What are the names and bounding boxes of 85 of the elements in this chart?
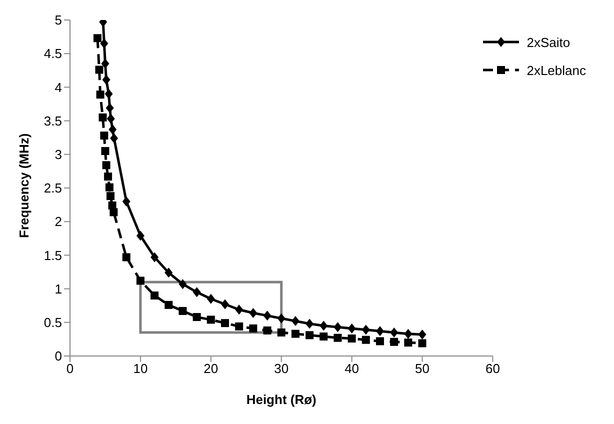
y-tick-label: 2 [54, 214, 62, 230]
point [235, 304, 244, 315]
point [110, 133, 118, 144]
point [164, 268, 173, 278]
point [249, 324, 258, 332]
point [98, 113, 107, 122]
point [390, 338, 398, 346]
legend-label: 2xLeblanc [526, 62, 586, 78]
point [192, 313, 201, 322]
point [418, 329, 426, 340]
x-tick-label: 50 [415, 361, 430, 376]
point [362, 324, 370, 335]
x-tick-label: 0 [66, 361, 74, 376]
y-tick-label: 0 [54, 348, 62, 364]
y-tick-label: 4 [54, 80, 62, 95]
point [101, 58, 110, 69]
point [106, 192, 115, 200]
point [348, 323, 356, 334]
point [291, 316, 300, 326]
point [362, 336, 370, 344]
point [235, 322, 244, 330]
point [95, 66, 104, 74]
point [220, 319, 229, 328]
point [376, 337, 384, 346]
point [334, 322, 342, 332]
y-tick-label: 2.5 [44, 180, 62, 196]
point [334, 334, 342, 342]
point [105, 183, 114, 192]
y-tick-label: 1 [54, 281, 62, 296]
legend-label: 2xSaito [526, 34, 570, 50]
point [150, 292, 159, 300]
y-tick-label: 4.5 [44, 46, 62, 62]
point [348, 334, 356, 343]
point [178, 306, 187, 315]
y-axis-title: Frequency (MHz) [16, 133, 32, 238]
point [108, 124, 117, 135]
point [104, 88, 113, 99]
point [100, 132, 108, 140]
point [206, 294, 215, 304]
y-tick-label: 3 [54, 147, 62, 162]
point [102, 74, 110, 85]
point [376, 326, 384, 336]
x-axis-title: Height (Rø) [246, 392, 316, 407]
point [418, 339, 426, 348]
point [110, 208, 118, 216]
point [263, 326, 272, 334]
point [404, 338, 412, 347]
point [320, 320, 328, 331]
point [320, 332, 328, 341]
y-tick-label: 1.5 [44, 248, 62, 263]
point [102, 161, 110, 170]
point [150, 252, 159, 262]
point [164, 300, 173, 309]
x-tick-label: 10 [133, 361, 148, 376]
point [104, 172, 112, 181]
point [178, 279, 187, 290]
point [136, 276, 144, 285]
x-tick-label: 40 [344, 361, 360, 376]
point [100, 38, 108, 49]
point [390, 327, 398, 338]
y-tick-label: 3.5 [44, 113, 62, 128]
point [277, 313, 286, 324]
point [106, 103, 114, 114]
point [220, 299, 229, 310]
point [122, 196, 130, 206]
y-tick-label: 5 [54, 12, 62, 28]
point [404, 328, 412, 339]
point [306, 318, 314, 329]
point [101, 147, 110, 156]
x-tick-label: 60 [485, 361, 500, 376]
x-tick-label: 30 [274, 361, 289, 376]
point [93, 34, 102, 42]
point [106, 114, 115, 124]
y-tick-label: 0.5 [44, 315, 62, 330]
point [291, 330, 300, 338]
x-tick-label: 20 [204, 361, 218, 376]
point [249, 308, 258, 318]
point [96, 90, 104, 99]
point [122, 253, 130, 262]
point [136, 230, 144, 241]
point [277, 328, 286, 336]
point [206, 316, 215, 324]
point [263, 310, 272, 321]
point [192, 287, 201, 298]
point [306, 331, 314, 340]
